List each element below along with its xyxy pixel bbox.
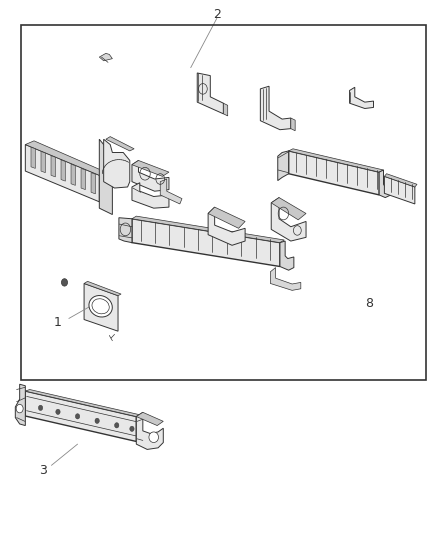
Polygon shape (350, 87, 374, 109)
Circle shape (39, 405, 43, 410)
Circle shape (95, 418, 99, 424)
Text: 8: 8 (365, 297, 373, 310)
Polygon shape (132, 183, 169, 208)
Polygon shape (270, 268, 301, 290)
Polygon shape (291, 118, 295, 131)
Text: 3: 3 (39, 464, 47, 477)
Polygon shape (91, 173, 95, 194)
Polygon shape (208, 207, 245, 228)
Text: 2: 2 (213, 8, 221, 21)
Circle shape (16, 405, 23, 413)
Polygon shape (99, 53, 113, 61)
Polygon shape (379, 170, 391, 198)
Polygon shape (208, 207, 245, 245)
Ellipse shape (89, 295, 112, 317)
Polygon shape (132, 160, 169, 176)
Polygon shape (106, 136, 134, 151)
Bar (21, 25, 426, 381)
Polygon shape (280, 241, 294, 270)
Polygon shape (260, 86, 291, 130)
Polygon shape (385, 174, 417, 187)
Polygon shape (119, 217, 132, 243)
Polygon shape (136, 413, 163, 425)
Circle shape (61, 279, 67, 286)
Circle shape (130, 426, 134, 431)
Polygon shape (271, 198, 306, 220)
Polygon shape (132, 216, 284, 243)
Polygon shape (31, 147, 35, 168)
Polygon shape (136, 413, 163, 449)
Polygon shape (278, 151, 289, 181)
Polygon shape (104, 139, 130, 188)
Polygon shape (197, 73, 223, 114)
Polygon shape (61, 160, 65, 181)
Polygon shape (99, 139, 113, 215)
Polygon shape (84, 281, 121, 296)
Polygon shape (41, 151, 46, 173)
Polygon shape (385, 176, 415, 204)
Circle shape (56, 409, 60, 415)
Polygon shape (81, 168, 85, 190)
Polygon shape (289, 149, 384, 172)
Polygon shape (289, 151, 379, 195)
Polygon shape (132, 160, 169, 191)
Polygon shape (223, 103, 228, 116)
Polygon shape (25, 391, 136, 441)
Polygon shape (51, 156, 55, 177)
Polygon shape (25, 144, 99, 202)
Polygon shape (25, 141, 106, 175)
Polygon shape (25, 390, 141, 417)
Polygon shape (84, 284, 118, 331)
Polygon shape (71, 164, 75, 185)
Polygon shape (160, 179, 182, 204)
Circle shape (115, 423, 119, 428)
Text: 1: 1 (54, 316, 62, 329)
Polygon shape (132, 219, 280, 266)
Polygon shape (271, 198, 306, 241)
Polygon shape (15, 384, 25, 425)
Ellipse shape (149, 432, 159, 442)
Circle shape (75, 414, 80, 419)
